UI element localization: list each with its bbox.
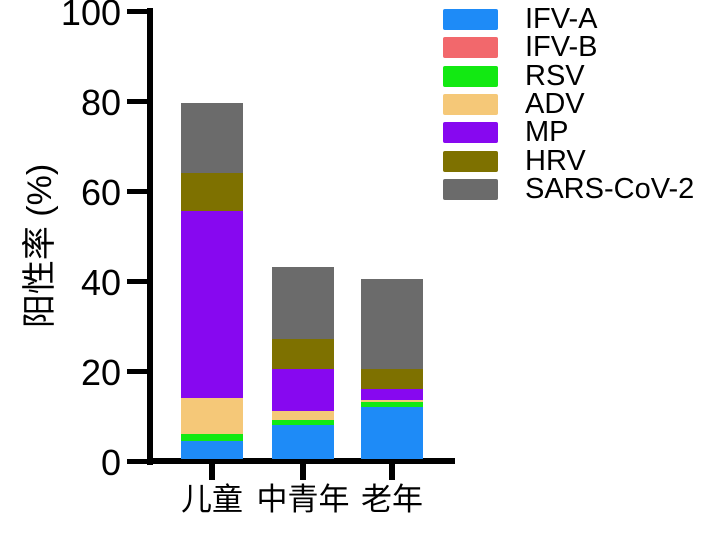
bar-segment-SARS-CoV-2 <box>361 278 423 369</box>
bar-segment-RSV <box>272 420 334 425</box>
legend-label: ADV <box>525 87 585 120</box>
y-tick-mark <box>127 189 147 194</box>
x-tick-mark <box>389 464 395 480</box>
bar-segment-HRV <box>272 339 334 369</box>
legend-swatch-MP <box>443 122 498 144</box>
y-tick-label: 40 <box>80 261 121 303</box>
x-category-label: 儿童 <box>181 482 243 517</box>
bar-segment-MP <box>361 388 423 400</box>
legend-label: MP <box>525 116 569 149</box>
bar-segment-IFV-A <box>181 440 243 459</box>
bar-segment-MP <box>181 211 243 398</box>
legend-swatch-SARS-CoV-2 <box>443 178 498 200</box>
y-tick-mark <box>127 369 147 374</box>
bar-segment-RSV <box>361 402 423 407</box>
y-axis-title: 阳性率 (%) <box>21 163 59 329</box>
bar-segment-IFV-A <box>272 424 334 459</box>
legend-label: RSV <box>525 59 585 92</box>
stacked-bar-儿童 <box>181 103 243 459</box>
bar-segment-ADV <box>272 411 334 421</box>
x-category-label: 中青年 <box>256 482 350 517</box>
y-axis-line <box>147 8 153 465</box>
y-tick-mark <box>127 459 147 464</box>
legend-label: IFV-A <box>525 3 598 35</box>
bar-segment-RSV <box>181 433 243 441</box>
y-tick-label: 100 <box>60 0 121 33</box>
y-tick-mark <box>127 99 147 104</box>
x-tick-mark <box>209 464 215 480</box>
bar-segment-SARS-CoV-2 <box>181 103 243 173</box>
x-category-label: 老年 <box>361 482 423 517</box>
y-tick-label: 0 <box>100 441 121 483</box>
bar-segment-IFV-A <box>361 406 423 459</box>
legend-swatch-IFV-A <box>443 9 498 30</box>
y-tick-mark <box>127 279 147 284</box>
y-tick-label: 20 <box>80 351 121 393</box>
legend-label: IFV-B <box>525 31 598 64</box>
stacked-bar-老年 <box>361 278 423 459</box>
bar-segment-SARS-CoV-2 <box>272 267 334 340</box>
bar-segment-MP <box>272 368 334 412</box>
bar-segment-HRV <box>361 368 423 389</box>
legend-swatch-IFV-B <box>443 37 498 59</box>
y-tick-label: 60 <box>80 171 121 213</box>
x-tick-mark <box>300 464 306 480</box>
stacked-bar-中青年 <box>272 267 334 459</box>
y-tick-mark <box>127 9 147 14</box>
bar-segment-ADV <box>181 397 243 434</box>
y-tick-label: 80 <box>80 81 121 123</box>
legend-label: HRV <box>525 144 586 177</box>
legend-swatch-ADV <box>443 93 498 115</box>
legend-swatch-HRV <box>443 150 498 172</box>
bar-segment-HRV <box>181 172 243 211</box>
x-axis-line <box>147 458 455 464</box>
bar-segment-ADV <box>361 400 423 403</box>
legend-swatch-RSV <box>443 65 498 87</box>
legend-label: SARS-CoV-2 <box>525 172 695 205</box>
